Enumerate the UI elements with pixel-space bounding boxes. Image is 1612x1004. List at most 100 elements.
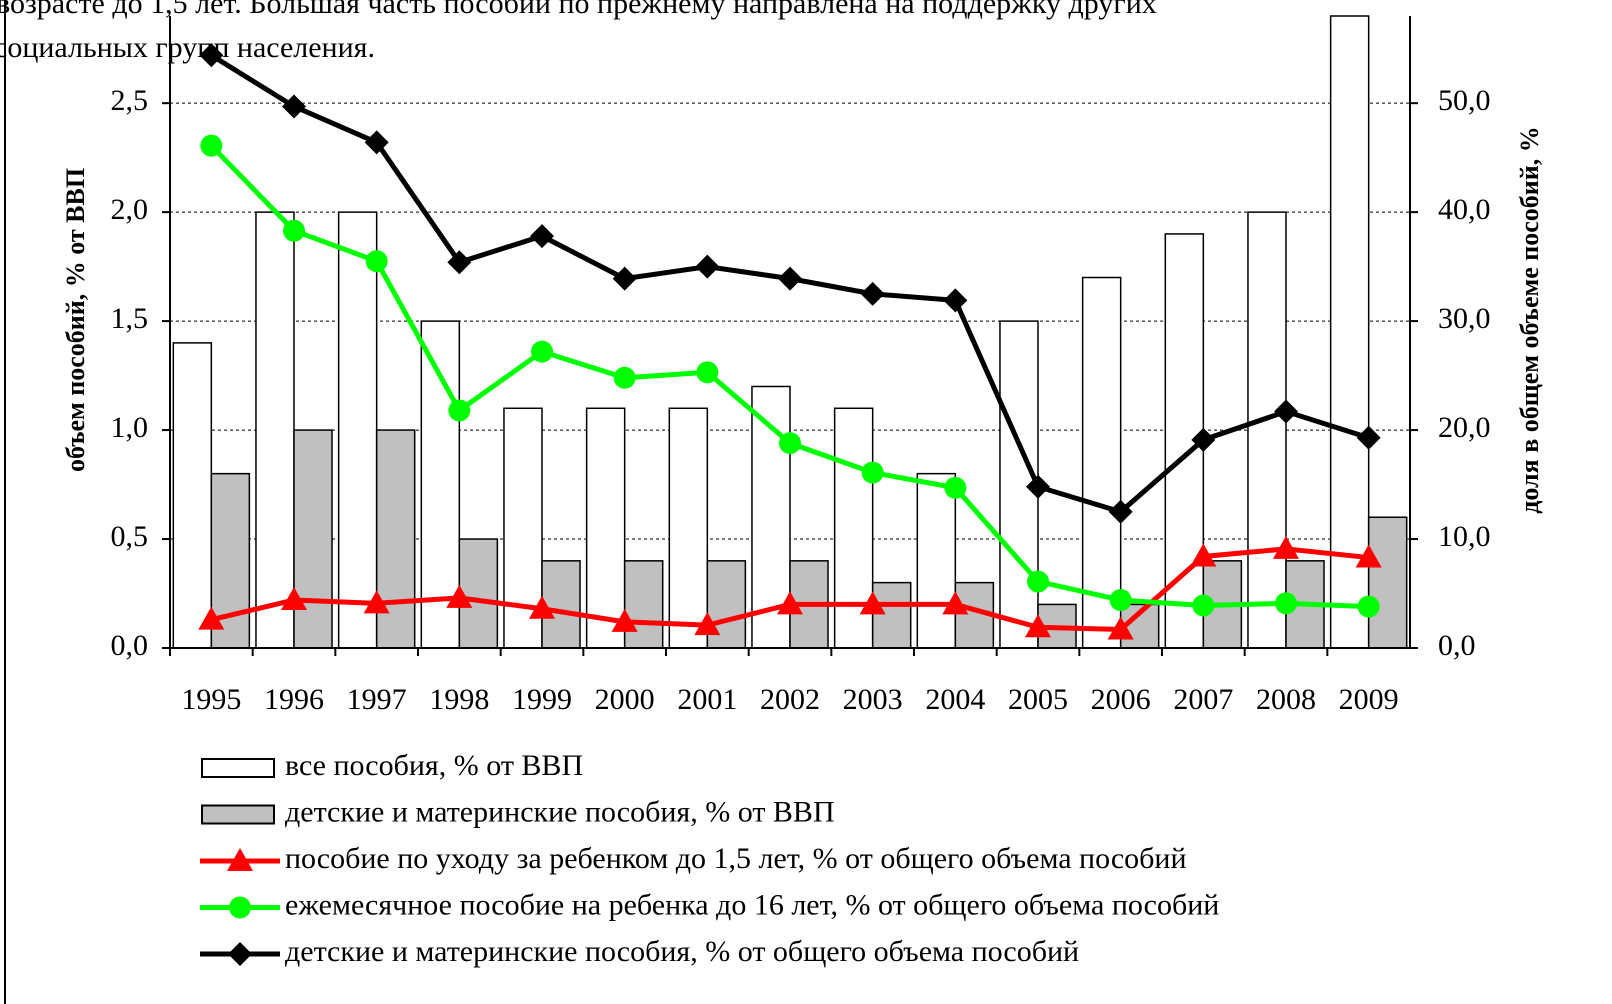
- marker: [365, 250, 388, 273]
- marker: [943, 288, 968, 313]
- y-tick-label: 2,0: [111, 193, 149, 226]
- marker: [859, 591, 886, 615]
- marker: [694, 612, 721, 636]
- marker: [613, 366, 636, 389]
- bar: [668, 407, 709, 649]
- marker: [1109, 589, 1132, 612]
- marker: [777, 591, 803, 615]
- x-tick-label: 2009: [1339, 683, 1399, 716]
- y-tick-label: 2,5: [111, 84, 149, 117]
- bar: [1329, 15, 1370, 649]
- marker: [1273, 535, 1299, 559]
- bar: [833, 407, 874, 649]
- marker: [282, 94, 306, 119]
- y-tick-label: 1,0: [111, 411, 149, 444]
- bar: [172, 342, 213, 649]
- legend-label: все пособия, % от ВВП: [285, 749, 583, 782]
- legend-label: ежемесячное пособие на ребенка до 16 лет…: [285, 888, 1219, 921]
- y2-tick-label: 0,0: [1438, 629, 1476, 662]
- marker: [860, 281, 885, 306]
- marker: [447, 250, 472, 275]
- y2-axis-title: доля в общем объеме пособий, %: [1515, 126, 1544, 514]
- y2-tick-label: 10,0: [1438, 520, 1491, 553]
- marker: [446, 584, 473, 608]
- y-tick-label: 0,0: [111, 629, 149, 662]
- marker: [695, 254, 720, 279]
- y2-tick-label: 40,0: [1438, 193, 1491, 226]
- marker: [199, 43, 224, 68]
- legend-label: пособие по уходу за ребенком до 1,5 лет,…: [285, 842, 1187, 875]
- text-line: социальных групп населения.: [0, 31, 375, 64]
- marker: [448, 399, 471, 422]
- marker: [281, 587, 307, 611]
- x-tick-label: 2008: [1256, 683, 1316, 716]
- bar: [1247, 211, 1287, 649]
- x-tick-label: 2007: [1173, 683, 1233, 716]
- marker: [1355, 544, 1382, 568]
- x-tick-label: 2003: [843, 683, 903, 716]
- marker: [363, 590, 390, 614]
- marker: [944, 476, 967, 499]
- marker: [779, 432, 801, 455]
- marker: [696, 361, 719, 384]
- marker: [283, 219, 305, 242]
- legend-label: детские и материнские пособия, % от ВВП: [285, 795, 835, 828]
- x-tick-label: 1999: [512, 683, 572, 716]
- y2-tick-label: 20,0: [1438, 411, 1491, 444]
- legend-swatch: [201, 804, 275, 825]
- y-axis-title: объем пособий, % от ВВП: [61, 168, 90, 472]
- marker: [1025, 614, 1051, 638]
- legend-marker: [228, 942, 252, 966]
- marker: [1107, 616, 1134, 640]
- marker: [529, 595, 555, 619]
- bar: [585, 407, 626, 649]
- x-tick-label: 1995: [181, 683, 241, 716]
- bar: [1081, 276, 1122, 649]
- marker: [612, 266, 637, 291]
- legend-swatch: [201, 758, 275, 778]
- bar: [458, 538, 499, 649]
- legend-marker: [227, 848, 253, 871]
- marker: [1356, 425, 1381, 450]
- bar: [375, 429, 416, 649]
- bar: [255, 211, 295, 649]
- y-tick-label: 1,5: [111, 302, 149, 335]
- marker: [861, 461, 884, 484]
- bar: [337, 211, 378, 649]
- marker: [1027, 570, 1049, 593]
- x-tick-label: 2002: [760, 683, 820, 716]
- marker: [530, 224, 554, 249]
- marker: [1192, 594, 1215, 617]
- x-tick-label: 2006: [1091, 683, 1151, 716]
- bar: [420, 320, 461, 649]
- marker: [1357, 595, 1380, 618]
- marker: [1274, 399, 1298, 424]
- bar: [1367, 516, 1408, 649]
- bar: [541, 560, 581, 649]
- bar: [871, 581, 912, 649]
- marker: [364, 130, 389, 155]
- bar: [293, 429, 333, 649]
- y2-tick-label: 50,0: [1438, 84, 1491, 117]
- x-tick-label: 1996: [264, 683, 324, 716]
- marker: [1026, 474, 1050, 499]
- marker: [942, 591, 969, 615]
- x-tick-label: 2000: [595, 683, 655, 716]
- bar: [916, 472, 957, 649]
- marker: [198, 606, 225, 630]
- marker: [531, 340, 553, 363]
- bar: [623, 560, 664, 649]
- x-tick-label: 2001: [677, 683, 737, 716]
- legend-label: детские и материнские пособия, % от обще…: [285, 935, 1079, 968]
- marker: [200, 134, 223, 157]
- marker: [611, 608, 638, 632]
- marker: [1191, 427, 1216, 452]
- legend-marker: [229, 896, 251, 919]
- x-tick-label: 2005: [1008, 683, 1068, 716]
- marker: [1275, 592, 1297, 615]
- x-tick-label: 1997: [347, 683, 407, 716]
- x-tick-label: 1998: [429, 683, 489, 716]
- marker: [1190, 543, 1217, 567]
